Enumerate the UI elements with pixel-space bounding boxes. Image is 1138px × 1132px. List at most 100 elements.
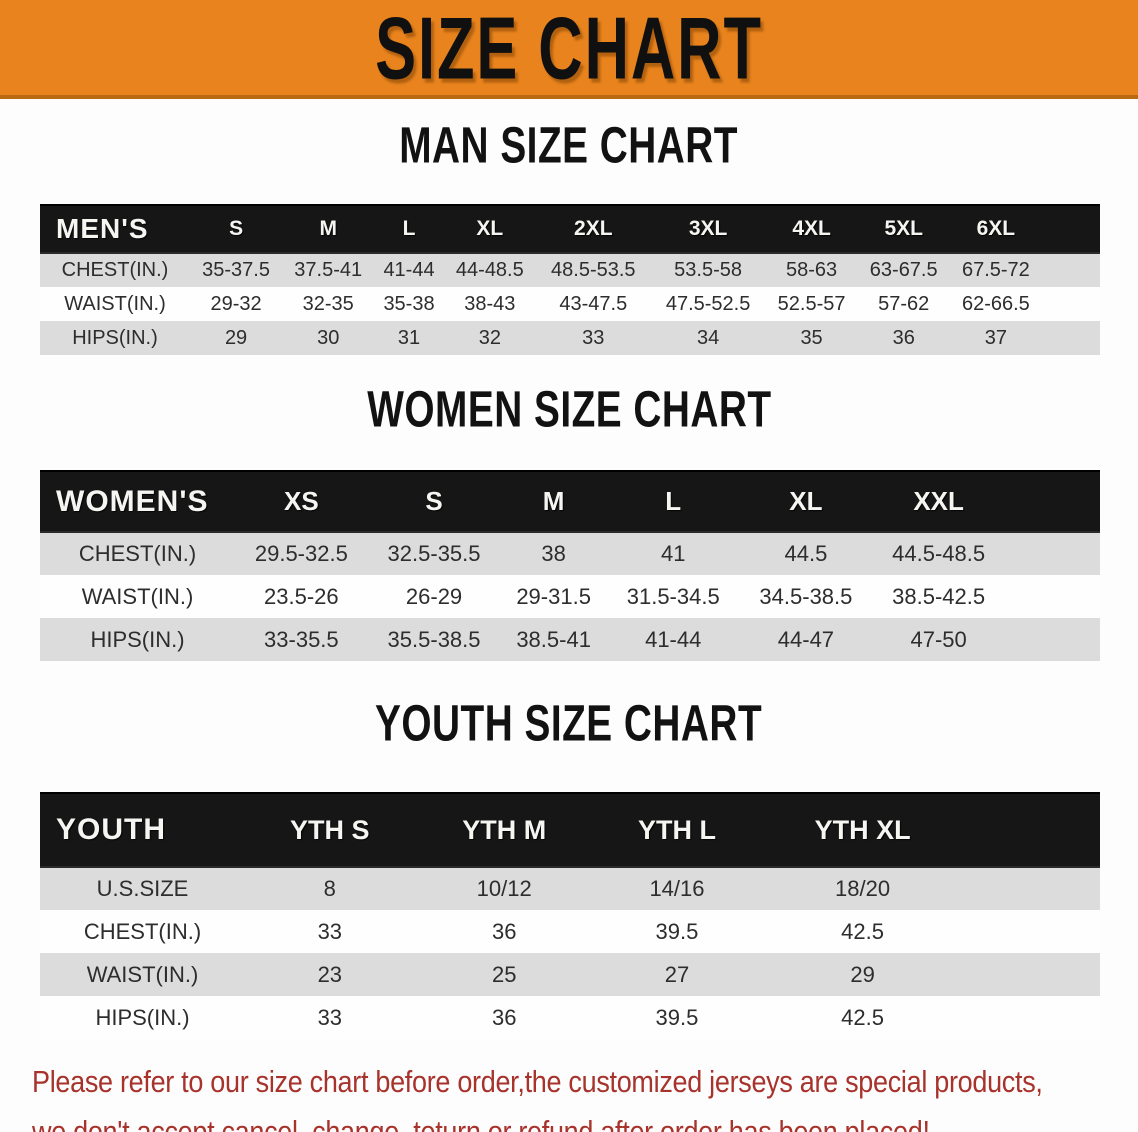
women-row-label: WAIST(IN.) (81, 583, 194, 609)
women-size-value-cell: 23.5-26 (264, 583, 339, 609)
men-measure-row: HIPS(IN.) 29 30 31 32 33 34 35 36 37 (40, 321, 1100, 355)
sections: MAN SIZE CHART MEN'S S M L XL 2XL 3XL 4XL 5XL 6XL C… (0, 118, 1138, 1039)
youth-header-band: YOUTH YTH S YTH M YTH L YTH XL (40, 792, 1100, 868)
youth-row-label: U.S.SIZE (96, 876, 189, 901)
men-size-value-cell: 41-44 (383, 259, 435, 281)
men-size-value-cell: 57-62 (878, 292, 930, 315)
women-size-section: WOMEN SIZE CHART WOMEN'S XS S M L XL XXL CHEST(I… (0, 382, 1138, 661)
youth-size-value-cell: 25 (491, 961, 517, 987)
women-size-value-cell: 44-47 (777, 626, 835, 652)
men-size-column-header: M (282, 204, 375, 254)
footer-line-1: Please refer to our size chart before or… (32, 1065, 1043, 1099)
youth-size-value-cell: 42.5 (841, 918, 884, 944)
men-measure-row: CHEST(IN.) 35-37.5 37.5-41 41-44 44-48.5 48.5… (40, 253, 1100, 287)
men-row-spacer (1042, 321, 1100, 355)
women-size-column-header: XXL (872, 470, 1005, 533)
women-header-band: WOMEN'S XS S M L XL XXL (40, 470, 1100, 533)
women-band-spacer (1005, 470, 1100, 533)
men-size-value-cell: 37 (984, 326, 1008, 349)
women-size-value-cell: 41-44 (645, 626, 702, 652)
youth-size-value-cell: 39.5 (655, 1004, 699, 1030)
men-size-value-cell: 35-37.5 (202, 259, 270, 281)
women-size-column-header: M (500, 470, 607, 533)
women-section-heading-text: WOMEN SIZE CHART (366, 381, 772, 439)
men-size-value-cell: 44-48.5 (455, 259, 524, 281)
women-size-value-cell: 38.5-42.5 (892, 583, 986, 609)
women-size-value-cell: 34.5-38.5 (759, 583, 853, 609)
men-size-column-header: 2XL (535, 204, 651, 254)
men-section-heading-text: MAN SIZE CHART (399, 117, 739, 175)
youth-size-value-cell: 42.5 (841, 1004, 884, 1030)
youth-size-column-header: YTH M (414, 792, 594, 868)
men-size-table: MEN'S S M L XL 2XL 3XL 4XL 5XL 6XL CHEST(IN.) 35-37… (40, 204, 1100, 355)
women-size-value-cell: 32.5-35.5 (387, 541, 481, 566)
men-size-value-cell: 37.5-41 (294, 259, 363, 281)
women-corner-label: WOMEN'S (40, 470, 235, 533)
men-band-spacer (1042, 204, 1100, 254)
women-row-spacer (1005, 575, 1100, 618)
men-size-value-cell: 30 (317, 326, 340, 349)
men-size-column-header: L (374, 204, 444, 254)
youth-size-value-cell: 27 (664, 961, 690, 987)
youth-size-column-header: YTH L (593, 792, 761, 868)
youth-measure-row: U.S.SIZE 8 10/12 14/16 18/20 (40, 867, 1100, 910)
women-row-spacer (1005, 618, 1100, 661)
women-size-value-cell: 41 (660, 541, 686, 566)
women-size-value-cell: 33-35.5 (264, 626, 339, 652)
men-size-value-cell: 58-63 (785, 259, 838, 281)
women-measure-row: WAIST(IN.) 23.5-26 26-29 29-31.5 31.5-34.5 34… (40, 575, 1100, 618)
men-size-value-cell: 35 (800, 326, 823, 349)
men-size-column-header: S (190, 204, 283, 254)
women-row-spacer (1005, 532, 1100, 575)
men-row-label: CHEST(IN.) (61, 259, 169, 281)
women-size-table: WOMEN'S XS S M L XL XXL CHEST(IN.) 29.5-32.5 32.5… (40, 470, 1100, 661)
men-size-value-cell: 33 (582, 326, 605, 349)
women-row-label: HIPS(IN.) (90, 626, 185, 652)
youth-band-spacer (965, 792, 1100, 868)
women-size-value-cell: 47-50 (910, 626, 967, 652)
men-size-value-cell: 29-32 (210, 292, 262, 315)
men-size-value-cell: 67.5-72 (961, 259, 1030, 281)
women-size-value-cell: 26-29 (405, 583, 463, 609)
youth-size-table: YOUTH YTH S YTH M YTH L YTH XL U.S.SIZE 8 10/12… (40, 792, 1100, 1039)
women-size-column-header: XS (235, 470, 368, 533)
banner-title: SIZE CHART (375, 0, 763, 98)
men-row-label: HIPS(IN.) (72, 326, 158, 349)
women-size-value-cell: 44.5 (784, 541, 828, 566)
women-size-value-cell: 29.5-32.5 (254, 541, 348, 566)
men-size-value-cell: 63-67.5 (869, 259, 938, 281)
women-table-head: WOMEN'S XS S M L XL XXL (40, 470, 1100, 533)
youth-row-spacer (965, 910, 1100, 953)
men-measure-row: WAIST(IN.) 29-32 32-35 35-38 38-43 43-47.5 47.… (40, 287, 1100, 321)
footer-note: Please refer to our size chart before or… (0, 1057, 1138, 1132)
women-size-column-header: S (367, 470, 501, 533)
youth-row-label: CHEST(IN.) (83, 918, 202, 944)
women-size-value-cell: 44.5-48.5 (892, 541, 986, 566)
women-size-column-header: L (606, 470, 740, 533)
men-size-value-cell: 35-38 (383, 292, 435, 315)
youth-size-value-cell: 18/20 (835, 876, 891, 901)
men-size-value-cell: 32-35 (302, 292, 354, 315)
men-size-column-header: 4XL (765, 204, 858, 254)
youth-measure-row: HIPS(IN.) 33 36 39.5 42.5 (40, 996, 1100, 1039)
men-size-column-header: 5XL (857, 204, 950, 254)
youth-table-body: U.S.SIZE 8 10/12 14/16 18/20 CHEST(IN.) 33 36 39… (40, 867, 1100, 1039)
women-size-column-header: XL (739, 470, 873, 533)
women-measure-row: HIPS(IN.) 33-35.5 35.5-38.5 38.5-41 41-44 44-… (40, 618, 1100, 661)
women-row-label: CHEST(IN.) (78, 541, 197, 566)
men-size-value-cell: 47.5-52.5 (665, 292, 751, 315)
men-table-head: MEN'S S M L XL 2XL 3XL 4XL 5XL 6XL (40, 204, 1100, 254)
men-size-value-cell: 29 (224, 326, 248, 349)
men-corner-label: MEN'S (40, 204, 190, 254)
youth-row-spacer (965, 996, 1100, 1039)
youth-size-value-cell: 29 (850, 961, 875, 987)
men-row-spacer (1042, 287, 1100, 321)
footer-line-2: we don't accept cancel, change, teturn o… (32, 1115, 930, 1132)
men-size-value-cell: 36 (892, 326, 915, 349)
women-size-value-cell: 38.5-41 (516, 626, 591, 652)
youth-table-head: YOUTH YTH S YTH M YTH L YTH XL (40, 792, 1100, 868)
women-measure-row: CHEST(IN.) 29.5-32.5 32.5-35.5 38 41 44.5 44.5… (40, 532, 1100, 575)
women-size-value-cell: 35.5-38.5 (387, 626, 481, 652)
men-size-column-header: 3XL (650, 204, 766, 254)
youth-size-section: YOUTH SIZE CHART YOUTH YTH S YTH M YTH L YTH … (0, 696, 1138, 1039)
